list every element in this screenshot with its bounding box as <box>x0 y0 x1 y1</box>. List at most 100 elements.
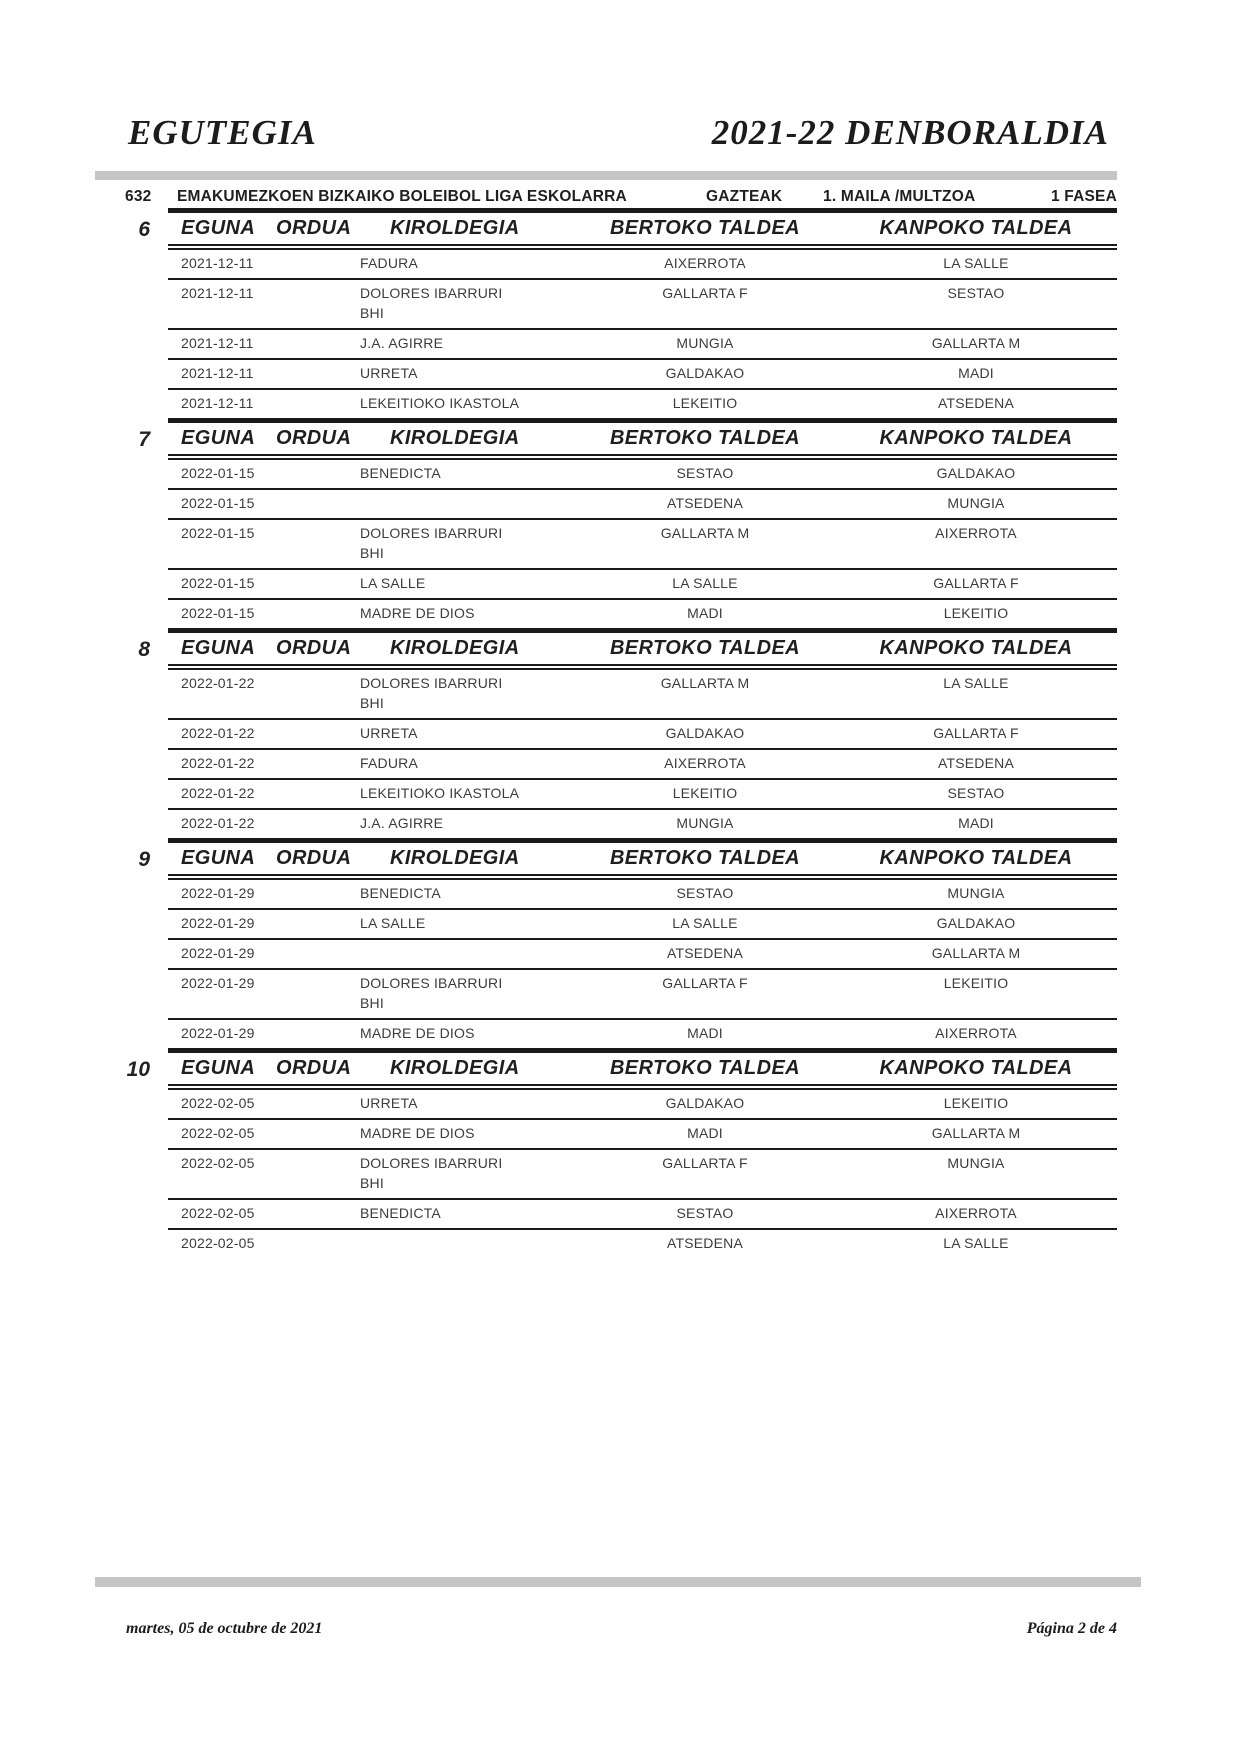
jornada-rows: 2021-12-11 FADURA AIXERROTA LA SALLE 202… <box>168 250 1117 418</box>
match-date: 2022-01-15 <box>181 465 255 481</box>
match-date: 2022-01-29 <box>181 915 255 931</box>
jornada-section: 7 EGUNA ORDUA KIROLDEGIA BERTOKO TALDEA … <box>112 418 1117 628</box>
jornada-column-headers: EGUNA ORDUA KIROLDEGIA BERTOKO TALDEA KA… <box>168 418 1117 460</box>
match-date: 2021-12-11 <box>181 285 254 301</box>
match-row: 2021-12-11 LEKEITIOKO IKASTOLA LEKEITIO … <box>168 390 1117 418</box>
match-home-team: GALLARTA F <box>662 285 748 301</box>
match-away-team: GALLARTA M <box>931 945 1021 961</box>
jornada-table: EGUNA ORDUA KIROLDEGIA BERTOKO TALDEA KA… <box>168 1048 1117 1258</box>
jornada-rows: 2022-02-05 URRETA GALDAKAO LEKEITIO 2022… <box>168 1090 1117 1258</box>
match-date: 2022-01-15 <box>181 495 255 511</box>
match-row: 2022-01-22 LEKEITIOKO IKASTOLA LEKEITIO … <box>168 780 1117 810</box>
match-row: 2022-01-29 LA SALLE LA SALLE GALDAKAO <box>168 910 1117 940</box>
match-date: 2022-01-22 <box>181 755 255 771</box>
match-venue: DOLORES IBARRURI BHI <box>360 285 503 321</box>
match-row: 2021-12-11 J.A. AGIRRE MUNGIA GALLARTA M <box>168 330 1117 360</box>
match-date: 2021-12-11 <box>181 395 254 411</box>
col-header-ordua: ORDUA <box>276 847 352 869</box>
match-venue: MADRE DE DIOS <box>360 1125 475 1141</box>
match-date: 2021-12-11 <box>181 365 254 381</box>
match-home-team: GALDAKAO <box>665 365 745 381</box>
match-away-team: AIXERROTA <box>935 525 1017 541</box>
match-venue: DOLORES IBARRURI BHI <box>360 525 503 561</box>
jornada-table: EGUNA ORDUA KIROLDEGIA BERTOKO TALDEA KA… <box>168 208 1117 418</box>
match-row: 2022-01-29 MADRE DE DIOS MADI AIXERROTA <box>168 1020 1117 1048</box>
season-title: 2021-22 DENBORALDIA <box>711 113 1109 152</box>
jornada-section: 10 EGUNA ORDUA KIROLDEGIA BERTOKO TALDEA… <box>112 1048 1117 1258</box>
col-header-ordua: ORDUA <box>276 217 352 239</box>
col-header-bertoko: BERTOKO TALDEA <box>609 637 801 659</box>
col-header-kanpoko: KANPOKO TALDEA <box>879 427 1073 449</box>
match-home-team: MADI <box>687 605 723 621</box>
match-date: 2022-01-15 <box>181 605 255 621</box>
match-away-team: LA SALLE <box>943 675 1009 691</box>
match-date: 2021-12-11 <box>181 335 254 351</box>
match-venue: URRETA <box>360 725 418 741</box>
col-header-kiroldegia: KIROLDEGIA <box>390 847 520 869</box>
match-date: 2022-01-22 <box>181 815 255 831</box>
match-home-team: MUNGIA <box>676 335 734 351</box>
col-header-eguna: EGUNA <box>181 847 256 869</box>
match-away-team: SESTAO <box>947 285 1005 301</box>
match-row: 2022-02-05 ATSEDENA LA SALLE <box>168 1230 1117 1258</box>
match-away-team: GALLARTA M <box>931 335 1021 351</box>
match-venue: LEKEITIOKO IKASTOLA <box>360 395 520 411</box>
match-home-team: SESTAO <box>676 465 734 481</box>
match-home-team: LEKEITIO <box>672 395 738 411</box>
match-away-team: LA SALLE <box>943 1235 1009 1251</box>
jornada-table: EGUNA ORDUA KIROLDEGIA BERTOKO TALDEA KA… <box>168 418 1117 628</box>
col-header-eguna: EGUNA <box>181 217 256 239</box>
match-away-team: GALLARTA F <box>933 575 1019 591</box>
match-row: 2022-01-15 MADRE DE DIOS MADI LEKEITIO <box>168 600 1117 628</box>
match-date: 2022-02-05 <box>181 1205 255 1221</box>
col-header-kiroldegia: KIROLDEGIA <box>390 217 520 239</box>
jornada-rows: 2022-01-22 DOLORES IBARRURI BHI GALLARTA… <box>168 670 1117 838</box>
report-title: EGUTEGIA <box>128 113 317 152</box>
bottom-gray-rule <box>95 1577 1141 1587</box>
match-row: 2022-01-15 LA SALLE LA SALLE GALLARTA F <box>168 570 1117 600</box>
col-header-eguna: EGUNA <box>181 427 256 449</box>
col-header-ordua: ORDUA <box>276 427 352 449</box>
match-row: 2022-02-05 BENEDICTA SESTAO AIXERROTA <box>168 1200 1117 1230</box>
col-header-bertoko: BERTOKO TALDEA <box>609 427 801 449</box>
match-away-team: LEKEITIO <box>943 975 1009 991</box>
match-away-team: LEKEITIO <box>943 605 1009 621</box>
jornada-column-headers: EGUNA ORDUA KIROLDEGIA BERTOKO TALDEA KA… <box>168 628 1117 670</box>
col-header-eguna: EGUNA <box>181 637 256 659</box>
col-header-ordua: ORDUA <box>276 637 352 659</box>
jornada-number: 6 <box>138 218 150 241</box>
match-venue: DOLORES IBARRURI BHI <box>360 1155 503 1191</box>
match-away-team: GALDAKAO <box>936 465 1016 481</box>
match-venue: LEKEITIOKO IKASTOLA <box>360 785 520 801</box>
match-home-team: SESTAO <box>676 885 734 901</box>
col-header-eguna: EGUNA <box>181 1057 256 1079</box>
jornada-number: 7 <box>138 428 150 451</box>
match-home-team: GALLARTA F <box>662 1155 748 1171</box>
match-home-team: ATSEDENA <box>666 945 744 961</box>
match-date: 2022-01-15 <box>181 525 255 541</box>
match-venue: BENEDICTA <box>360 465 441 481</box>
league-level: 1. MAILA /MULTZOA <box>823 188 976 205</box>
match-date: 2022-01-15 <box>181 575 255 591</box>
match-home-team: GALLARTA M <box>660 525 750 541</box>
match-date: 2022-02-05 <box>181 1095 255 1111</box>
col-header-bertoko: BERTOKO TALDEA <box>609 847 801 869</box>
match-home-team: SESTAO <box>676 1205 734 1221</box>
match-venue: MADRE DE DIOS <box>360 605 475 621</box>
match-row: 2022-01-22 URRETA GALDAKAO GALLARTA F <box>168 720 1117 750</box>
jornada-section: 8 EGUNA ORDUA KIROLDEGIA BERTOKO TALDEA … <box>112 628 1117 838</box>
match-home-team: AIXERROTA <box>664 255 746 271</box>
match-away-team: MUNGIA <box>947 885 1005 901</box>
match-date: 2022-02-05 <box>181 1125 255 1141</box>
masthead: EGUTEGIA 2021-22 DENBORALDIA <box>128 112 1109 154</box>
match-row: 2021-12-11 DOLORES IBARRURI BHI GALLARTA… <box>168 280 1117 330</box>
match-away-team: GALLARTA M <box>931 1125 1021 1141</box>
match-away-team: LA SALLE <box>943 255 1009 271</box>
col-header-kiroldegia: KIROLDEGIA <box>390 637 520 659</box>
match-venue: LA SALLE <box>360 915 426 931</box>
match-home-team: ATSEDENA <box>666 1235 744 1251</box>
match-row: 2022-02-05 URRETA GALDAKAO LEKEITIO <box>168 1090 1117 1120</box>
match-away-team: LEKEITIO <box>943 1095 1009 1111</box>
col-header-ordua: ORDUA <box>276 1057 352 1079</box>
